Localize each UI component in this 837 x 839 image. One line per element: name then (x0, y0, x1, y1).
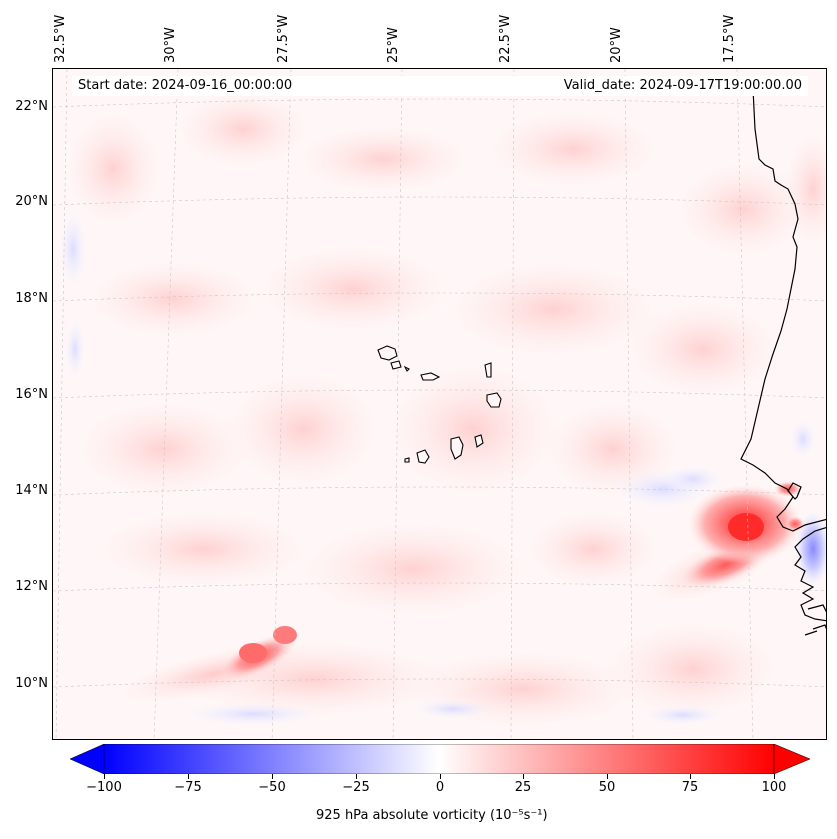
lon-label-27-5w: 27.5°W (276, 14, 291, 63)
date-info-bar: Start date: 2024-09-16_00:00:00 Valid_da… (72, 76, 808, 96)
cape-verde-islands (377, 345, 502, 464)
colorbar-tick-m100: −100 (86, 780, 122, 795)
colorbar-extend-high (773, 744, 810, 774)
colorbar-tick-m50: −50 (258, 780, 286, 795)
lat-label-14n: 14°N (15, 483, 48, 498)
colorbar-tick-75: 75 (681, 780, 699, 795)
start-date-label: Start date: 2024-09-16_00:00:00 (78, 78, 293, 93)
colorbar-extend-low (70, 744, 105, 774)
colorbar-tick-m25: −25 (342, 780, 370, 795)
colorbar-tick-100: 100 (761, 780, 787, 795)
lat-label-20n: 20°N (15, 194, 48, 209)
lon-label-22-5w: 22.5°W (498, 14, 513, 63)
lon-label-32-5w: 32.5°W (53, 14, 68, 63)
lat-label-12n: 12°N (15, 579, 48, 594)
colorbar (70, 744, 810, 774)
coastline (740, 88, 826, 636)
graticule (53, 69, 826, 739)
colorbar-tick-25: 25 (514, 780, 532, 795)
negative-vorticity-patches (59, 209, 826, 726)
vortex-southwest (115, 626, 311, 704)
lon-label-25w: 25°W (386, 27, 401, 63)
lat-label-10n: 10°N (15, 676, 48, 691)
colorbar-label: 925 hPa absolute vorticity (10⁻⁵s⁻¹) (316, 808, 548, 823)
colorbar-tick-0: 0 (435, 780, 445, 795)
lat-label-16n: 16°N (15, 387, 48, 402)
valid-date-label: Valid_date: 2024-09-17T19:00:00.00 (563, 78, 802, 93)
lat-label-22n: 22°N (15, 99, 48, 114)
lat-label-18n: 18°N (15, 291, 48, 306)
colorbar-tick-50: 50 (598, 780, 616, 795)
lon-label-20w: 20°W (609, 27, 624, 63)
colorbar-tick-m75: −75 (174, 780, 202, 795)
colorbar-gradient (103, 744, 775, 774)
lon-label-17-5w: 17.5°W (722, 14, 737, 63)
vorticity-map (53, 69, 826, 739)
map-frame[interactable] (52, 68, 827, 740)
background-vorticity-field (63, 89, 826, 729)
lon-label-30w: 30°W (163, 27, 178, 63)
